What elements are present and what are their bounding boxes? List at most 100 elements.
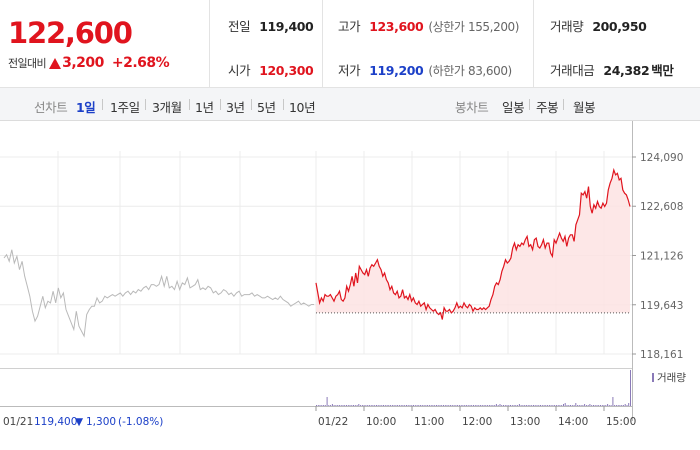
volume-bar [340, 405, 342, 406]
volume-bar [474, 405, 476, 406]
tab-5year[interactable]: 5년 [257, 100, 276, 115]
tab-daily-candle[interactable]: 일봉 [502, 100, 525, 115]
trade-value-unit: 백만 [651, 63, 674, 78]
volume-bar [550, 405, 552, 406]
volume-bar [365, 405, 367, 406]
tab-divider [145, 99, 146, 110]
volume-bar [622, 405, 624, 406]
volume-bar [328, 405, 330, 406]
tab-weekly-candle[interactable]: 주봉 [536, 100, 559, 115]
y-tick-label: 119,643 [640, 300, 683, 312]
volume-bar [614, 405, 616, 406]
volume-bar [467, 405, 469, 406]
line-chart-title: 선차트 [34, 100, 68, 115]
volume-bar [513, 405, 515, 406]
volume-legend: 거래량 [657, 372, 686, 384]
volume-bar [555, 405, 557, 406]
prev-close-label: 전일 [228, 19, 251, 34]
volume-bar [511, 405, 513, 406]
volume-bar [585, 405, 587, 406]
volume-bar [587, 405, 589, 406]
volume-bar [448, 405, 450, 406]
volume-bar [593, 405, 594, 406]
volume-bar [337, 405, 339, 406]
volume-bar [335, 405, 337, 406]
volume-bar [538, 405, 540, 406]
volume-bar [584, 404, 586, 406]
volume-bar [517, 405, 519, 406]
volume-bar [630, 370, 631, 406]
volume-bar [490, 405, 492, 406]
tab-3month[interactable]: 3개월 [152, 100, 182, 115]
volume-bar [323, 405, 325, 406]
tab-monthly-candle[interactable]: 월봉 [573, 100, 596, 115]
volume-bar [497, 405, 499, 406]
volume-bar [351, 405, 353, 406]
volume-bar [524, 405, 526, 406]
volume-bar [331, 404, 333, 406]
volume-bar [465, 405, 467, 406]
x-tick-label: 11:00 [414, 416, 444, 428]
volume-bar [483, 405, 485, 406]
volume-bar [349, 405, 351, 406]
y-tick-label: 122,608 [640, 201, 683, 213]
volume-bar [503, 405, 504, 406]
volume-bar [518, 404, 520, 406]
volume-bar [441, 405, 443, 406]
volume-value: 200,950 [592, 19, 647, 34]
tab-1week[interactable]: 1주일 [110, 100, 140, 115]
open-value: 120,300 [259, 63, 314, 78]
tab-10year[interactable]: 10년 [289, 100, 316, 115]
volume-bar [610, 405, 612, 406]
volume-bar [552, 405, 554, 406]
volume-bar [494, 405, 496, 406]
volume-bar [598, 405, 600, 406]
volume-bar [501, 405, 503, 406]
volume-bar [492, 405, 494, 406]
up-triangle-icon [49, 57, 62, 69]
x-axis-ticks: 01/22 10:00 11:00 12:00 13:00 14:00 15:00 [315, 406, 636, 428]
volume-bar [527, 405, 529, 406]
volume-bar [571, 405, 573, 406]
volume-bar [563, 404, 564, 406]
volume-bar [402, 405, 404, 406]
tab-1year[interactable]: 1년 [195, 100, 214, 115]
down-triangle-icon: ▼ [75, 416, 84, 428]
volume-bar [425, 405, 427, 406]
volume-bar [354, 405, 356, 406]
volume-bar [547, 405, 549, 406]
volume-bar [353, 405, 354, 406]
volume-bar [460, 405, 462, 406]
tab-3year[interactable]: 3년 [226, 100, 245, 115]
volume-bar [437, 405, 439, 406]
volume-bar [397, 405, 399, 406]
x-tick-label: 12:00 [462, 416, 492, 428]
volume-bar [316, 405, 317, 406]
high-value: 123,600 [369, 19, 424, 34]
volume-bar [458, 405, 460, 406]
tab-divider [529, 99, 530, 110]
change-amount: 3,200 [62, 55, 104, 71]
volume-bar [561, 405, 563, 406]
volume-bar [395, 405, 397, 406]
volume-bar [566, 405, 568, 406]
volume-bar [601, 405, 603, 406]
change-row: 전일대비 3,200 +2.68% [8, 55, 170, 71]
trade-value-label: 거래대금 [550, 63, 595, 78]
volume-bar [356, 405, 358, 406]
volume-bar [400, 405, 402, 406]
volume-bar [510, 405, 511, 406]
volume-bar [520, 405, 522, 406]
volume-bar [390, 405, 392, 406]
volume-bar [605, 405, 607, 406]
volume-bar [607, 404, 609, 406]
volume-bar [619, 405, 621, 406]
volume-bar [317, 405, 319, 406]
y-tick-label: 121,126 [640, 250, 684, 262]
tab-divider [283, 99, 284, 110]
volume-bar [451, 405, 453, 406]
volume-bar [559, 405, 561, 406]
tab-1day[interactable]: 1일 [76, 100, 96, 115]
prev-close-stat: 전일 119,400 [228, 16, 314, 35]
volume-bar [603, 405, 605, 406]
